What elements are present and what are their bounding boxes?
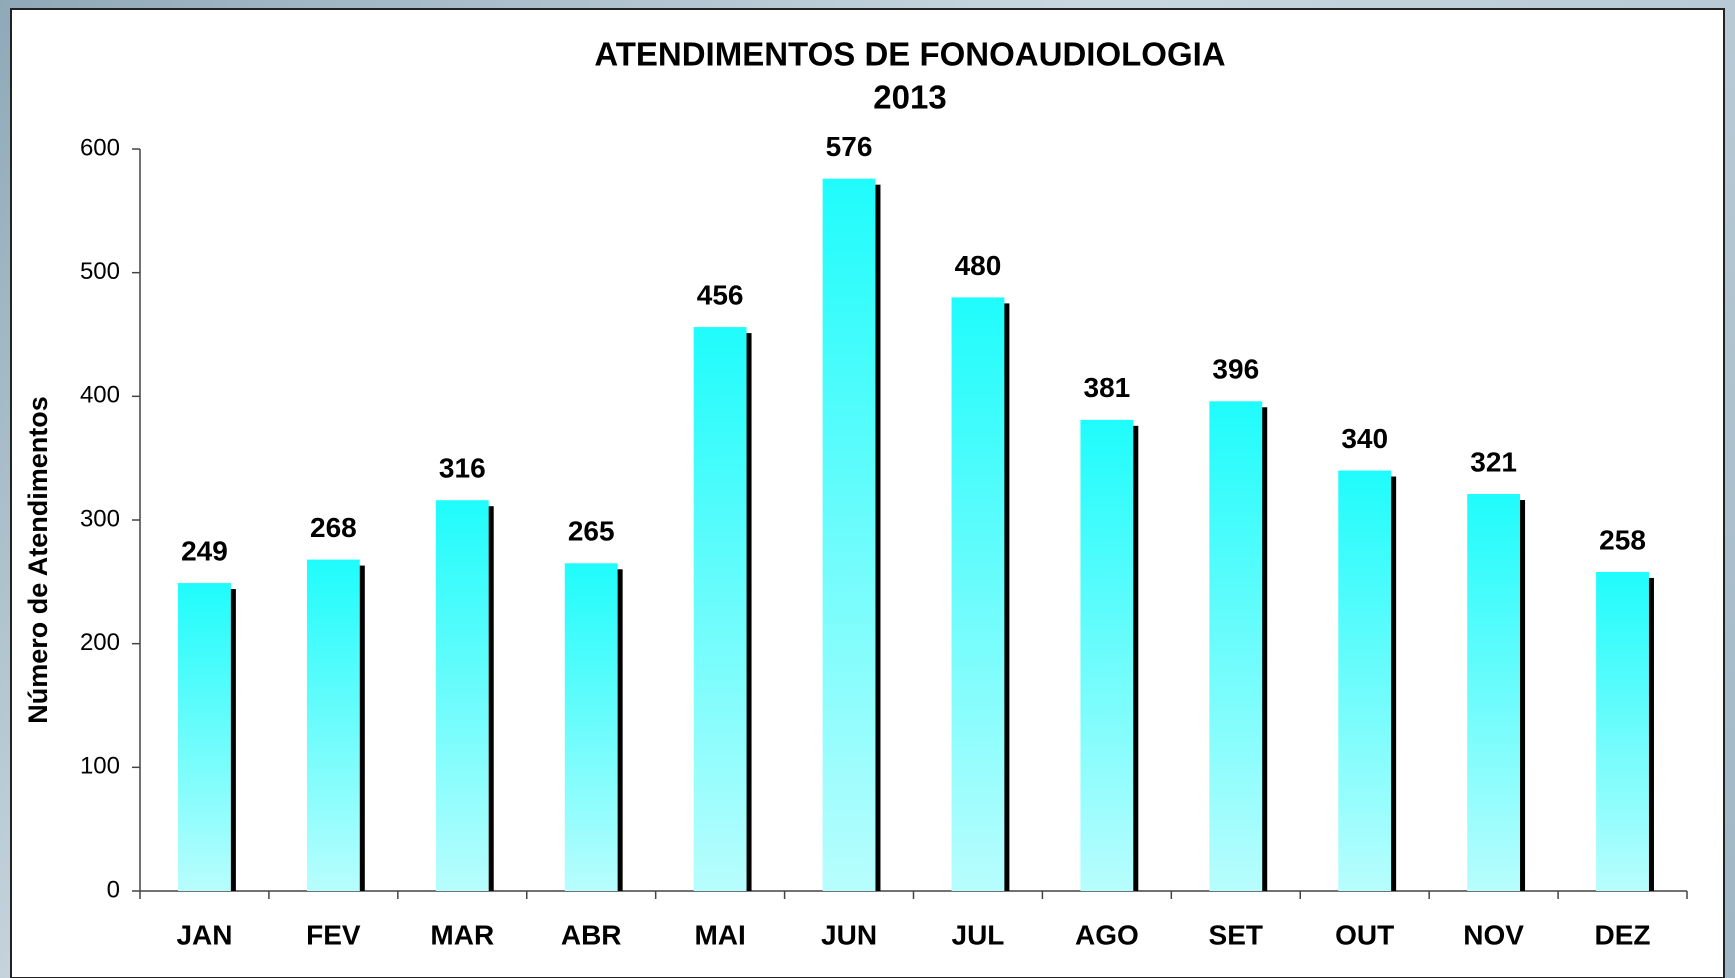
x-tick-label: FEV [306, 919, 361, 950]
value-label: 456 [697, 279, 744, 310]
value-label: 480 [955, 250, 1002, 281]
value-label: 396 [1212, 354, 1259, 385]
y-tick-label: 100 [80, 753, 120, 780]
x-tick-label: MAI [694, 919, 745, 950]
value-label: 316 [439, 453, 486, 484]
x-tick-label: JUN [821, 919, 877, 950]
x-tick-label: AGO [1075, 919, 1139, 950]
bar [435, 500, 489, 891]
bar [564, 563, 618, 891]
x-tick-label: NOV [1463, 919, 1524, 950]
value-label: 576 [826, 131, 873, 162]
bar [1338, 470, 1392, 891]
value-label: 381 [1084, 372, 1131, 403]
x-tick-label: JUL [952, 919, 1005, 950]
value-label: 268 [310, 512, 357, 543]
bar [306, 559, 360, 891]
chart-subtitle: 2013 [873, 79, 946, 116]
bar [1209, 401, 1263, 891]
y-tick-label: 400 [80, 382, 120, 409]
x-tick-label: OUT [1335, 919, 1394, 950]
x-tick-label: JAN [176, 919, 232, 950]
value-label: 321 [1470, 446, 1517, 477]
y-axis-label: Número de Atendimentos [23, 396, 53, 724]
bar [822, 178, 876, 891]
value-label: 258 [1599, 524, 1646, 555]
y-tick-label: 300 [80, 505, 120, 532]
x-tick-label: MAR [430, 919, 494, 950]
bar [1596, 571, 1649, 891]
value-label: 265 [568, 516, 615, 547]
chart-title: ATENDIMENTOS DE FONOAUDIOLOGIA [594, 36, 1225, 73]
x-tick-label: SET [1209, 919, 1263, 950]
y-tick-label: 200 [80, 629, 120, 656]
y-tick-label: 600 [80, 134, 120, 161]
bar [1467, 494, 1521, 891]
y-tick-label: 0 [107, 876, 120, 903]
bar [693, 327, 747, 892]
value-label: 249 [181, 535, 228, 566]
value-label: 340 [1341, 423, 1388, 454]
bar [178, 583, 231, 891]
y-tick-label: 500 [80, 258, 120, 285]
x-tick-label: DEZ [1595, 919, 1651, 950]
bar [1080, 419, 1134, 891]
bar [951, 297, 1005, 891]
x-tick-label: ABR [561, 919, 622, 950]
